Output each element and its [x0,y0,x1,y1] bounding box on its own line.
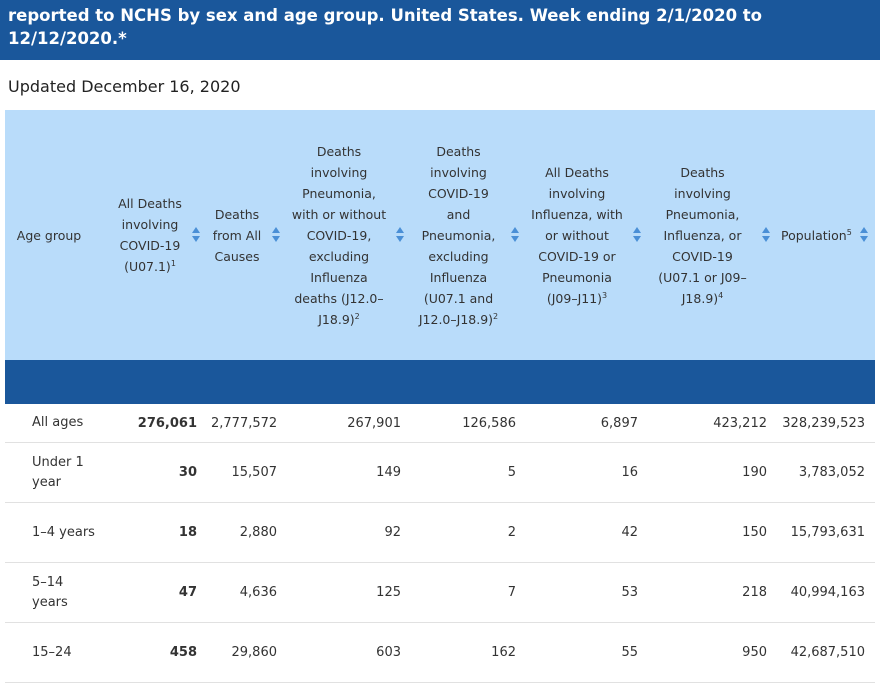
column-header-all-causes[interactable]: Deaths from All Causes [207,110,287,360]
cell-pneumonia-influenza-covid: 423,212 [648,404,777,443]
column-header-age-group[interactable]: Age group [5,110,113,360]
cell-age-group: All ages [5,404,113,443]
cell-age-group: Under 1 year [5,442,113,503]
column-header-pneumonia[interactable]: Deaths involving Pneumonia, with or with… [287,110,411,360]
cell-pneumonia-influenza-covid: 150 [648,502,777,563]
cell-influenza: 16 [526,442,648,503]
cell-all-causes: 15,507 [207,442,287,503]
cell-population: 40,994,163 [777,562,875,623]
sort-arrows-icon[interactable] [191,227,201,243]
sort-arrows-icon[interactable] [859,227,869,243]
table-row: 1–4 years 18 2,880 92 2 42 150 15,793,63… [5,502,875,563]
cell-pneumonia-influenza-covid: 218 [648,562,777,623]
cell-age-group: 5–14 years [5,562,113,623]
cell-covid-deaths: 30 [113,442,207,503]
column-header-covid-deaths[interactable]: All Deaths involving COVID-19 (U07.1)1 [113,110,207,360]
cell-population: 15,793,631 [777,502,875,563]
sort-arrows-icon[interactable] [395,227,405,243]
column-header-population[interactable]: Population5 [777,110,875,360]
cell-covid-deaths: 18 [113,502,207,563]
cell-pneumonia: 92 [287,502,411,563]
cell-pneumonia-influenza-covid: 950 [648,622,777,683]
table-header-row: Age group All Deaths involving COVID-19 … [5,110,875,360]
table-row: All ages 276,061 2,777,572 267,901 126,5… [5,404,875,443]
cell-covid-pneumonia: 2 [411,502,526,563]
sort-arrows-icon[interactable] [271,227,281,243]
table-row: 5–14 years 47 4,636 125 7 53 218 40,994,… [5,562,875,623]
cell-pneumonia: 149 [287,442,411,503]
header-band [5,360,875,404]
column-header-influenza[interactable]: All Deaths involving Influenza, with or … [526,110,648,360]
cell-pneumonia-influenza-covid: 190 [648,442,777,503]
cell-influenza: 6,897 [526,404,648,443]
sort-arrows-icon[interactable] [632,227,642,243]
cell-covid-deaths: 47 [113,562,207,623]
data-table: Age group All Deaths involving COVID-19 … [5,110,875,683]
cell-covid-deaths: 276,061 [113,404,207,443]
sort-arrows-icon[interactable] [510,227,520,243]
cell-covid-deaths: 458 [113,622,207,683]
table-row: 15–24 458 29,860 603 162 55 950 42,687,5… [5,622,875,683]
cell-population: 42,687,510 [777,622,875,683]
cell-pneumonia: 603 [287,622,411,683]
cell-pneumonia: 125 [287,562,411,623]
page-title: reported to NCHS by sex and age group. U… [0,0,880,60]
cell-influenza: 55 [526,622,648,683]
updated-date: Updated December 16, 2020 [8,77,241,96]
cell-pneumonia: 267,901 [287,404,411,443]
cell-population: 328,239,523 [777,404,875,443]
cell-age-group: 15–24 [5,622,113,683]
cell-influenza: 42 [526,502,648,563]
cell-covid-pneumonia: 5 [411,442,526,503]
cell-all-causes: 29,860 [207,622,287,683]
sort-arrows-icon[interactable] [761,227,771,243]
column-header-covid-pneumonia[interactable]: Deaths involving COVID-19 and Pneumonia,… [411,110,526,360]
cell-covid-pneumonia: 162 [411,622,526,683]
cell-age-group: 1–4 years [5,502,113,563]
cell-covid-pneumonia: 126,586 [411,404,526,443]
page-title-text: reported to NCHS by sex and age group. U… [8,6,763,48]
cell-all-causes: 2,880 [207,502,287,563]
cell-covid-pneumonia: 7 [411,562,526,623]
cell-population: 3,783,052 [777,442,875,503]
cell-all-causes: 2,777,572 [207,404,287,443]
table-row: Under 1 year 30 15,507 149 5 16 190 3,78… [5,442,875,503]
cell-all-causes: 4,636 [207,562,287,623]
cell-influenza: 53 [526,562,648,623]
column-header-pneumonia-influenza-covid[interactable]: Deaths involving Pneumonia, Influenza, o… [648,110,777,360]
